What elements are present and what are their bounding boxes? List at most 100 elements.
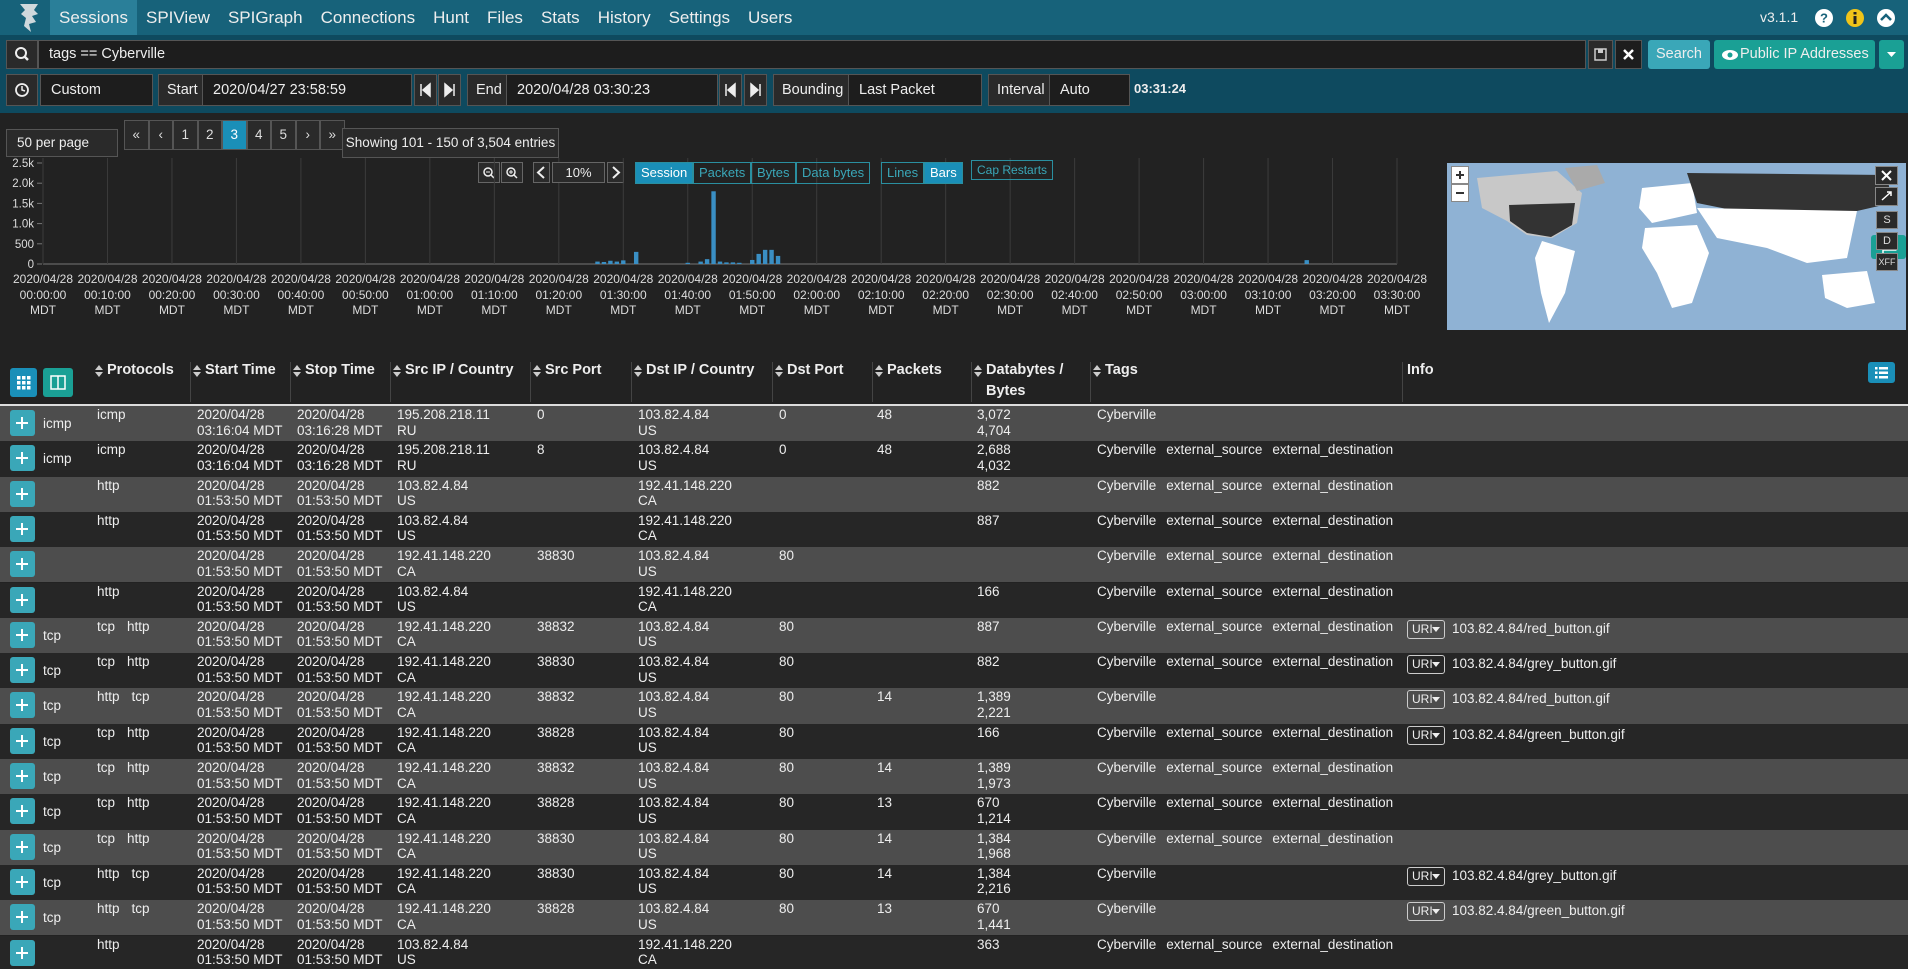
tag[interactable]: external_destination: [1272, 830, 1394, 846]
expand-button[interactable]: [10, 657, 35, 684]
protocol[interactable]: http: [97, 901, 120, 917]
info-field-button[interactable]: URI: [1407, 866, 1445, 886]
info-field-button[interactable]: URI: [1407, 902, 1445, 922]
nav-item[interactable]: Files: [487, 8, 523, 27]
tag[interactable]: Cyberville: [1097, 724, 1157, 740]
nav-item[interactable]: Settings: [668, 8, 731, 27]
tag[interactable]: Cyberville: [1097, 901, 1157, 917]
protocol[interactable]: tcp: [97, 724, 116, 740]
tag[interactable]: external_source: [1166, 583, 1263, 599]
column-header[interactable]: Stop Time: [305, 362, 375, 378]
protocol[interactable]: http: [97, 477, 120, 493]
expand-button[interactable]: [10, 868, 35, 895]
protocol[interactable]: http: [127, 830, 150, 846]
info-field-button[interactable]: URI: [1407, 690, 1445, 710]
column-header[interactable]: Dst IP / Country: [646, 362, 755, 378]
expand-button[interactable]: [10, 410, 35, 436]
protocol[interactable]: http: [127, 654, 150, 670]
tag[interactable]: Cyberville: [1097, 654, 1157, 670]
column-header[interactable]: Protocols: [107, 362, 174, 378]
zoom-select[interactable]: 10%: [552, 162, 605, 183]
protocol[interactable]: http: [127, 618, 150, 634]
view-dropdown[interactable]: [1879, 40, 1904, 69]
view-button[interactable]: Public IP Addresses: [1714, 40, 1875, 69]
column-width-button[interactable]: [43, 368, 73, 397]
bounding-select[interactable]: Last Packet: [848, 74, 982, 106]
protocol[interactable]: tcp: [97, 654, 116, 670]
protocol[interactable]: http: [127, 795, 150, 811]
info-value[interactable]: 103.82.4.84/grey_button.gif: [1452, 867, 1617, 883]
start-input[interactable]: 2020/04/27 23:58:59: [202, 74, 412, 106]
column-header[interactable]: Databytes / Bytes: [986, 362, 1064, 399]
info-value[interactable]: 103.82.4.84/grey_button.gif: [1452, 656, 1617, 672]
map-toggle[interactable]: S: [1876, 211, 1898, 229]
column-header[interactable]: Src Port: [545, 362, 602, 378]
protocol[interactable]: http: [127, 724, 150, 740]
protocol[interactable]: tcp: [131, 865, 150, 881]
nav-item[interactable]: Users: [748, 8, 793, 27]
metric-toggle[interactable]: Bytes: [751, 162, 796, 184]
nav-item[interactable]: History: [597, 8, 651, 27]
tag[interactable]: Cyberville: [1097, 407, 1157, 422]
column-header[interactable]: Packets: [887, 362, 942, 378]
info-column-config[interactable]: [1868, 362, 1895, 383]
tag[interactable]: Cyberville: [1097, 512, 1157, 528]
tag[interactable]: external_destination: [1272, 618, 1394, 634]
page-link[interactable]: 2: [197, 120, 222, 150]
tag[interactable]: external_source: [1166, 654, 1263, 670]
tag[interactable]: external_source: [1166, 548, 1263, 564]
page-link[interactable]: »: [320, 120, 345, 150]
protocol[interactable]: tcp: [97, 760, 116, 775]
nav-item[interactable]: SPIGraph: [227, 8, 303, 27]
expand-button[interactable]: [10, 939, 35, 966]
time-step-buttons[interactable]: [414, 74, 769, 106]
nav-item[interactable]: Hunt: [433, 8, 470, 27]
column-header[interactable]: Dst Port: [787, 362, 844, 378]
tag[interactable]: external_destination: [1272, 477, 1394, 493]
protocol[interactable]: http: [97, 936, 120, 952]
tag[interactable]: external_source: [1166, 936, 1263, 952]
map-toggle[interactable]: D: [1876, 232, 1898, 250]
expand-button[interactable]: [10, 833, 35, 860]
tag[interactable]: Cyberville: [1097, 830, 1157, 846]
protocol[interactable]: tcp: [97, 830, 116, 846]
protocol[interactable]: tcp: [97, 795, 116, 811]
tag[interactable]: external_source: [1166, 512, 1263, 528]
end-input[interactable]: 2020/04/28 03:30:23: [506, 74, 718, 106]
expand-button[interactable]: [10, 586, 35, 613]
tag[interactable]: external_source: [1166, 760, 1263, 775]
tag[interactable]: Cyberville: [1097, 760, 1157, 775]
tag[interactable]: external_destination: [1272, 760, 1394, 775]
column-header[interactable]: Start Time: [205, 362, 276, 378]
expand-button[interactable]: [10, 621, 35, 648]
world-map[interactable]: [1447, 163, 1906, 330]
protocol[interactable]: icmp: [97, 442, 126, 458]
info-value[interactable]: 103.82.4.84/red_button.gif: [1452, 691, 1610, 707]
protocol[interactable]: http: [97, 512, 120, 528]
protocol[interactable]: http: [127, 760, 150, 775]
tag[interactable]: Cyberville: [1097, 689, 1157, 705]
save-button[interactable]: [1588, 40, 1613, 69]
metric-toggle[interactable]: Data bytes: [796, 162, 871, 184]
tag[interactable]: external_source: [1166, 618, 1263, 634]
page-link[interactable]: 4: [246, 120, 271, 150]
protocol[interactable]: http: [97, 865, 120, 881]
column-header[interactable]: Src IP / Country: [405, 362, 514, 378]
tag[interactable]: external_destination: [1272, 512, 1394, 528]
expand-button[interactable]: [10, 727, 35, 754]
clear-button[interactable]: [1615, 40, 1642, 69]
tag[interactable]: external_source: [1166, 477, 1263, 493]
range-select[interactable]: Custom: [40, 74, 153, 106]
page-link[interactable]: 5: [271, 120, 296, 150]
protocol[interactable]: tcp: [131, 901, 150, 917]
info-value[interactable]: 103.82.4.84/green_button.gif: [1452, 726, 1625, 742]
protocol[interactable]: http: [97, 689, 120, 705]
page-link[interactable]: 3: [222, 120, 247, 150]
tag[interactable]: external_destination: [1272, 583, 1394, 599]
column-header[interactable]: Info: [1407, 362, 1434, 378]
nav-item[interactable]: SPIView: [145, 8, 210, 27]
tag[interactable]: external_source: [1166, 830, 1263, 846]
tag[interactable]: external_source: [1166, 795, 1263, 811]
tag[interactable]: external_destination: [1272, 724, 1394, 740]
protocol[interactable]: tcp: [97, 618, 116, 634]
